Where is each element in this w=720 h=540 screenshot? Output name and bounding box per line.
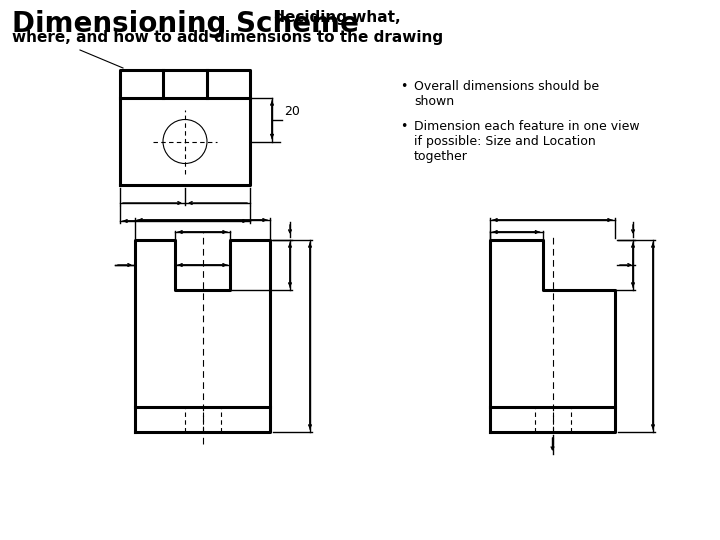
Text: Dimensioning Scheme: Dimensioning Scheme [12, 10, 359, 38]
Text: where, and how to add dimensions to the drawing: where, and how to add dimensions to the … [12, 30, 443, 45]
Text: Dimension each feature in one view
if possible: Size and Location
together: Dimension each feature in one view if po… [414, 120, 639, 163]
Text: – deciding what,: – deciding what, [256, 10, 400, 25]
Text: •: • [400, 80, 408, 93]
Text: Overall dimensions should be
shown: Overall dimensions should be shown [414, 80, 599, 108]
Text: •: • [400, 120, 408, 133]
Text: 20: 20 [284, 105, 300, 118]
